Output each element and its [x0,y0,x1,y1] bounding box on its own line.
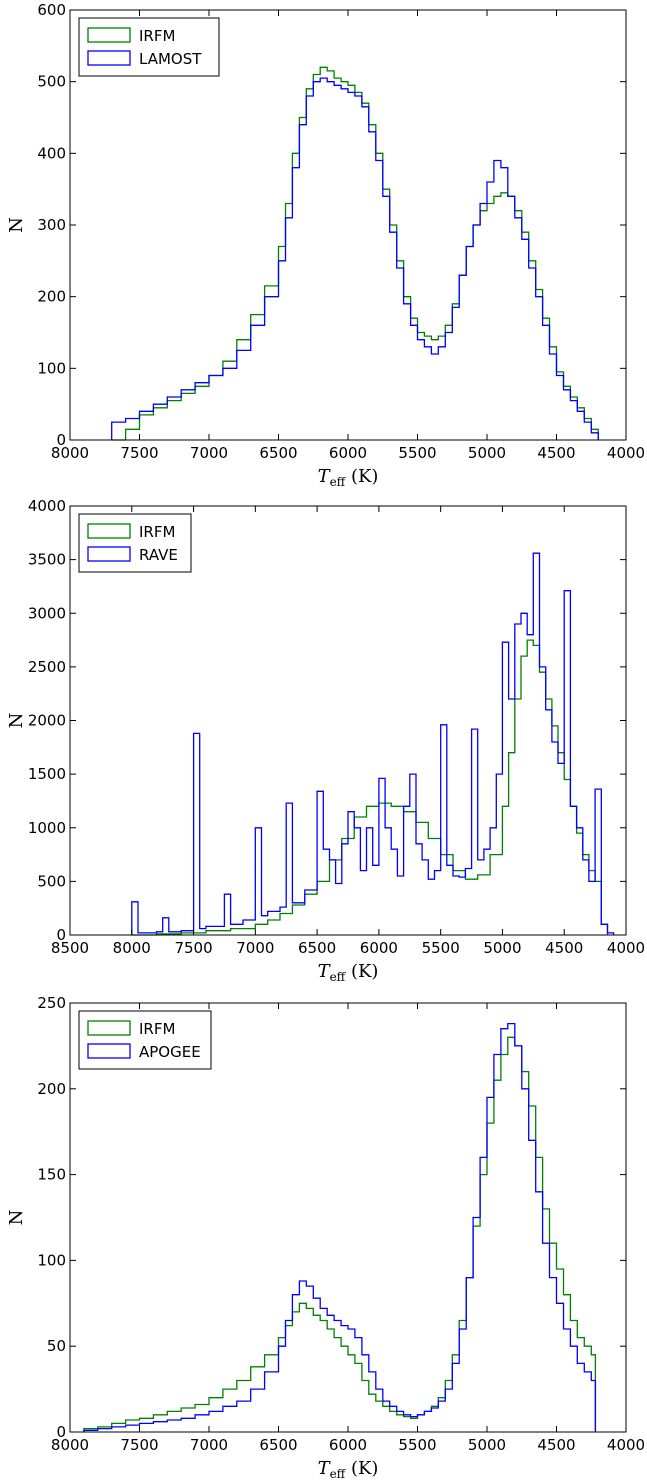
y-tick-label: 300 [37,216,66,234]
y-tick-label: 1500 [28,765,66,783]
x-tick-label: 8500 [51,939,89,957]
x-tick-label: 6500 [298,939,336,957]
x-tick-label: 5000 [468,1436,506,1454]
y-tick-label: 3000 [28,604,66,622]
y-tick-label: 200 [37,288,66,306]
y-tick-label: 0 [56,1423,66,1441]
x-tick-label: 6000 [329,444,367,462]
x-axis-label: Teff (K) [318,466,379,489]
y-axis-label: N [6,217,27,233]
x-tick-label: 7500 [174,939,212,957]
y-tick-label: 200 [37,1080,66,1098]
legend-swatch-lamost [87,50,131,66]
x-tick-label: 7500 [120,1436,158,1454]
legend-swatch-rave [87,546,131,562]
chart-panel-3: 8000 7500 7000 6500 6000 5500 5000 4500 4000 0 50 1… [6,994,645,1481]
x-tick-label: 7000 [190,1436,228,1454]
legend-swatch-apogee [87,1043,131,1059]
legend-box [78,17,220,77]
y-tick-label: 500 [37,872,66,890]
x-tick-label: 8000 [113,939,151,957]
legend-label-irfm: IRFM [139,1020,175,1038]
x-tick-label: 4500 [537,444,575,462]
y-tick-label: 150 [37,1166,66,1184]
y-tick-label: 3500 [28,551,66,569]
x-tick-label: 5500 [422,939,460,957]
y-tick-label: 250 [37,994,66,1012]
y-tick-label: 2000 [28,712,66,730]
chart-panel-1: 8000 7500 7000 6500 6000 5500 5000 4500 4000 0 100… [6,1,645,489]
y-tick-label: 1000 [28,819,66,837]
x-tick-label: 6000 [360,939,398,957]
x-tick-label: 4500 [537,1436,575,1454]
x-tick-label: 8000 [51,444,89,462]
legend-label-rave: RAVE [139,546,178,564]
x-tick-label: 8000 [51,1436,89,1454]
x-tick-label: 4500 [545,939,583,957]
x-tick-label: 7000 [236,939,274,957]
legend-swatch-irfm [87,1020,131,1036]
legend-label-irfm: IRFM [139,523,175,541]
x-tick-label: 7500 [120,444,158,462]
x-tick-label: 5000 [468,444,506,462]
legend-swatch-irfm [87,27,131,43]
series-irfm-histogram [131,639,609,936]
series-apogee-histogram [83,1022,597,1432]
legend-swatch-irfm [87,523,131,539]
y-tick-label: 2500 [28,658,66,676]
x-tick-label: 6000 [329,1436,367,1454]
y-tick-label: 0 [56,926,66,944]
x-tick-label: 6500 [259,444,297,462]
x-tick-label: 4000 [607,1436,645,1454]
x-tick-label: 5500 [398,1436,436,1454]
y-tick-label: 500 [37,73,66,91]
series-lamost-histogram [111,77,599,440]
y-axis-label: N [6,1210,27,1226]
x-axis-label: Teff (K) [318,961,379,984]
y-tick-label: 100 [37,1251,66,1269]
y-tick-label: 0 [56,431,66,449]
x-tick-label: 5000 [483,939,521,957]
x-tick-label: 6500 [259,1436,297,1454]
y-tick-label: 4000 [28,497,66,515]
series-irfm-histogram [111,66,599,441]
y-tick-label: 600 [37,1,66,19]
x-axis-label: Teff (K) [318,1458,379,1481]
x-tick-label: 4000 [607,444,645,462]
x-tick-label: 7000 [190,444,228,462]
x-tick-label: 4000 [607,939,645,957]
legend-label-apogee: APOGEE [139,1043,201,1061]
legend-label-lamost: LAMOST [139,50,202,68]
y-tick-label: 100 [37,359,66,377]
series-irfm-histogram [83,1036,597,1432]
x-tick-label: 5500 [398,444,436,462]
legend-label-irfm: IRFM [139,27,175,45]
y-tick-label: 400 [37,144,66,162]
y-axis-label: N [6,713,27,729]
y-tick-label: 50 [47,1337,66,1355]
series-rave-histogram [131,552,615,935]
chart-panel-2: 8500 8000 7500 7000 6500 6000 5500 5000 4500 4000… [6,497,645,984]
